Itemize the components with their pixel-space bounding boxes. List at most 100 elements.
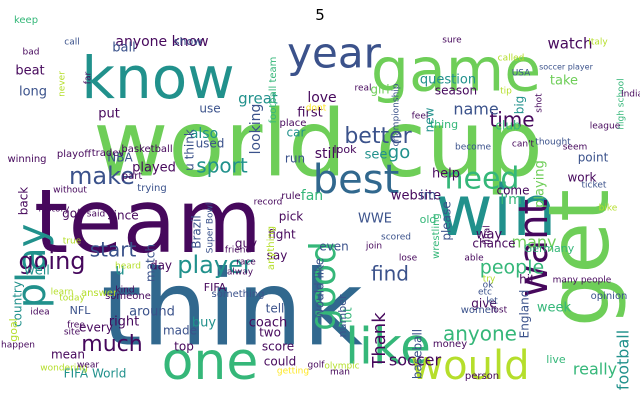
cloud-word: two: [259, 326, 281, 340]
cloud-word: thing: [430, 118, 458, 131]
cloud-word: never: [58, 71, 68, 97]
cloud-word: etc: [478, 288, 492, 298]
cloud-word: FIFA: [204, 281, 227, 294]
cloud-word: wear: [77, 361, 99, 371]
cloud-word: let: [486, 297, 498, 307]
cloud-word: place: [280, 118, 307, 129]
cloud-word: anyone know: [115, 34, 208, 50]
cloud-word: around: [129, 305, 175, 320]
cloud-word: bad: [23, 48, 40, 58]
cloud-word: well: [24, 264, 50, 279]
cloud-word: heard: [115, 262, 141, 272]
cloud-word: player: [177, 251, 253, 279]
cloud-word: answer: [81, 288, 118, 299]
cloud-word: new: [423, 107, 437, 132]
cloud-word: give: [471, 297, 496, 311]
cloud-word: football team: [268, 57, 279, 124]
cloud-word: trying: [137, 183, 166, 194]
cloud-word: beat: [15, 64, 44, 79]
cloud-word: hit: [519, 273, 535, 287]
cloud-word: without: [53, 186, 87, 196]
cloud-word: like: [345, 318, 431, 376]
cloud-word: lot: [341, 307, 355, 323]
cloud-word: number: [336, 294, 349, 337]
cloud-word: join: [365, 242, 382, 252]
cloud-word: women: [461, 305, 498, 316]
cloud-word: could: [264, 355, 297, 369]
cloud-word: bike: [599, 204, 618, 214]
cloud-word: tip: [500, 87, 512, 97]
cloud-word: soccer: [389, 351, 442, 370]
cloud-word: many: [512, 233, 557, 252]
cloud-word: USA: [512, 69, 531, 79]
cloud-word: call: [64, 38, 79, 48]
cloud-word: looking: [248, 104, 264, 155]
cloud-word: learn: [51, 288, 74, 298]
cloud-word: use: [199, 102, 220, 116]
cloud-word: many people: [553, 276, 612, 286]
cloud-word: man: [330, 368, 350, 378]
cloud-word: real: [354, 84, 371, 94]
cloud-word: say: [267, 249, 288, 263]
cloud-word: can't: [512, 140, 535, 150]
cloud-word: goal: [7, 318, 20, 342]
cloud-word: right: [109, 315, 140, 330]
cloud-word: rule: [281, 191, 300, 202]
cloud-word: lost: [491, 306, 508, 316]
cloud-word: friend: [225, 246, 251, 256]
cloud-word: much: [81, 332, 142, 357]
cloud-word: winning: [7, 154, 46, 165]
cloud-word: wrestling: [431, 213, 442, 259]
cloud-word: please: [440, 201, 454, 240]
cloud-word: watch: [547, 35, 592, 53]
cloud-word: alway: [227, 268, 254, 278]
cloud-word: England: [518, 290, 532, 339]
cloud-word: best: [313, 157, 400, 203]
cloud-word: feel: [412, 112, 429, 122]
cloud-word: would like: [313, 258, 327, 318]
cloud-word: shot: [535, 93, 545, 113]
cloud-word: im: [420, 189, 436, 204]
cloud-word: Super Bowl: [206, 203, 216, 254]
cloud-word: basketball: [121, 144, 172, 155]
cloud-word: good: [303, 241, 344, 331]
cloud-word: coach: [249, 316, 287, 331]
cloud-word: true: [63, 237, 82, 247]
cloud-word: anyone: [443, 322, 517, 346]
cloud-word: part: [122, 171, 143, 182]
cloud-word: soccer player: [539, 63, 593, 72]
cloud-word: thought: [535, 138, 571, 148]
cloud-word: something: [212, 289, 265, 300]
cloud-word: day: [150, 259, 172, 273]
cloud-word: one: [162, 332, 259, 392]
cloud-word: keep: [14, 15, 38, 26]
cloud-word: get: [530, 189, 628, 327]
cloud-word: WWE: [358, 212, 392, 227]
cloud-word: final: [483, 225, 493, 244]
cloud-word: free: [67, 321, 85, 331]
cloud-word: buy: [192, 316, 216, 331]
cloud-word: name: [453, 100, 498, 119]
cloud-word: question: [420, 73, 476, 88]
cloud-word: idea: [30, 308, 49, 318]
cloud-word: record: [254, 198, 283, 208]
cloud-word: think: [101, 247, 363, 369]
cloud-word: opinion: [591, 291, 628, 302]
cloud-word: look: [334, 143, 358, 156]
cloud-word: club: [495, 119, 520, 133]
cloud-word: tell: [266, 302, 285, 316]
cloud-word: week: [537, 301, 572, 316]
cloud-word: going: [18, 247, 85, 275]
cloud-word: ticket: [582, 181, 607, 191]
cloud-word: big: [513, 96, 527, 115]
cloud-word: chance: [472, 237, 515, 251]
cloud-word: still: [315, 146, 339, 162]
cloud-word: money: [433, 339, 467, 350]
cloud-word: try: [483, 275, 496, 285]
cloud-word: site: [64, 328, 81, 338]
cloud-word: website: [391, 189, 441, 204]
cloud-word: people: [480, 257, 544, 279]
cloud-word: see: [365, 148, 388, 163]
cloud-word: sport: [196, 154, 248, 178]
